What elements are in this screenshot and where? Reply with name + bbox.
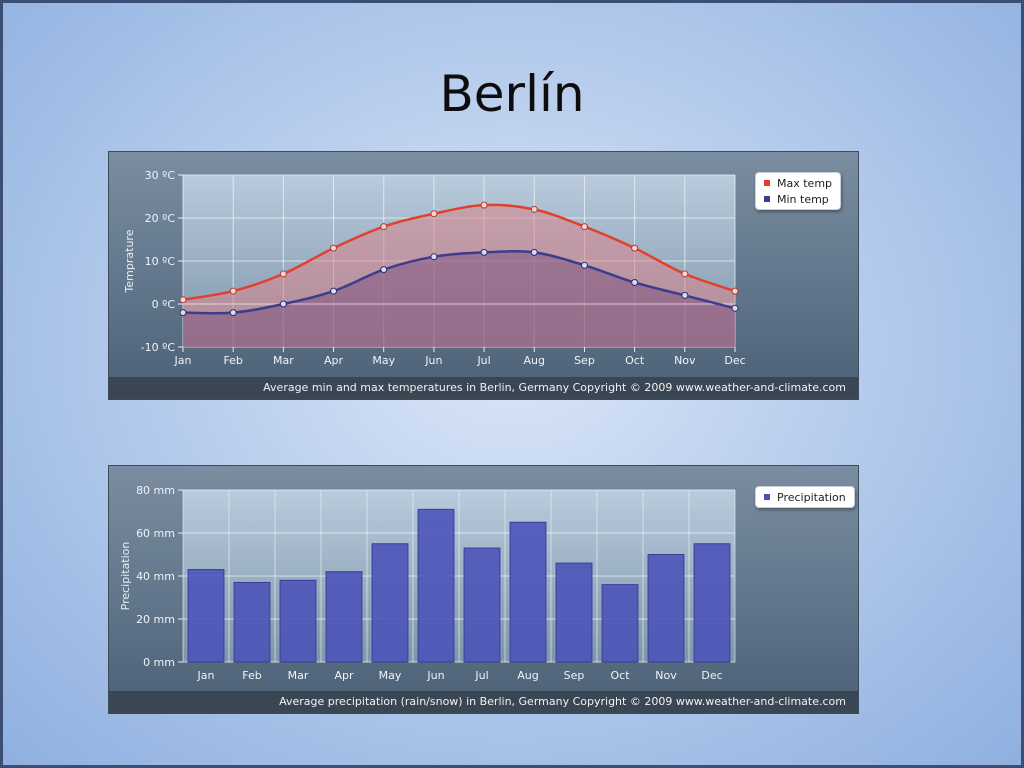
precipitation-bar [463,547,501,663]
max-temp-point [631,244,639,252]
slide-title: Berlín [439,65,585,123]
max-temp-swatch [764,180,770,186]
precipitation-chart-svg: 0 mm 20 mm 40 mm 60 mm 80 mm Precipitation Jan… [119,484,736,682]
min-temp-line [182,250,736,315]
y-tick-label: 40 mm [136,570,175,583]
max-temp-point [580,223,588,231]
legend-item-precipitation: Precipitation [764,489,846,505]
precipitation-bar [555,562,593,663]
min-temp-point [530,248,538,256]
x-tick-label: Oct [610,669,630,682]
legend-item-max-temp: Max temp [764,175,832,191]
min-temp-point [380,266,388,274]
precipitation-bar [279,579,317,663]
precipitation-bar [371,543,409,663]
x-tick-label: May [372,354,395,367]
y-tick-label: 80 mm [136,484,175,497]
x-tick-label: Jul [474,669,488,682]
x-tick-label: May [379,669,402,682]
x-tick-label: Jun [424,354,442,367]
precipitation-legend: Precipitation [755,486,855,508]
x-tick-label: Sep [574,354,595,367]
min-temp-point [731,304,739,312]
max-temp-point [530,205,538,213]
temperature-chart: -10 ºC 0 ºC 10 ºC 20 ºC 30 ºC Jan Feb Mar Apr May… [108,151,859,400]
x-tick-label: Dec [701,669,722,682]
temperature-caption: Average min and max temperatures in Berl… [109,377,858,399]
max-temp-point [279,270,287,278]
x-tick-label: Apr [334,669,354,682]
y-axis-title: Precipitation [119,542,132,611]
precipitation-bar [509,521,547,663]
y-tick-label: 0 ºC [152,298,176,311]
x-tick-label: Mar [288,669,309,682]
y-tick-label: 60 mm [136,527,175,540]
x-tick-label: Mar [273,354,294,367]
precipitation-caption: Average precipitation (rain/snow) in Ber… [109,691,858,713]
precipitation-bar [647,554,685,663]
y-tick-label: 20 ºC [145,212,176,225]
y-tick-label: -10 ºC [141,341,176,354]
y-tick-label: 30 ºC [145,169,176,182]
max-temp-line [182,203,736,301]
x-tick-label: Jun [426,669,444,682]
x-tick-label: Nov [674,354,696,367]
min-temp-area [183,251,735,347]
max-temp-point [480,201,488,209]
x-tick-label: Sep [564,669,585,682]
x-tick-label: Feb [223,354,242,367]
y-axis-title: Temprature [123,229,136,293]
temperature-legend: Max temp Min temp [755,172,842,210]
x-tick-label: Dec [724,354,745,367]
max-temp-point [330,244,338,252]
precipitation-bar [417,508,455,663]
min-temp-point [631,279,639,286]
x-tick-label: Aug [517,669,538,682]
precipitation-bar [693,543,731,663]
x-tick-label: Jul [476,354,490,367]
max-temp-point [179,296,187,304]
precipitation-bar [187,569,225,663]
x-tick-label: Jan [174,354,192,367]
legend-label-precipitation: Precipitation [777,490,846,504]
legend-item-min-temp: Min temp [764,191,832,207]
legend-label-min-temp: Min temp [777,192,829,206]
max-temp-point [380,223,388,231]
x-tick-label: Jan [197,669,215,682]
y-tick-label: 20 mm [136,613,175,626]
precipitation-chart: 0 mm 20 mm 40 mm 60 mm 80 mm Precipitation Jan… [108,465,859,714]
precipitation-swatch [764,494,770,500]
max-temp-point [229,287,237,295]
x-tick-label: Aug [524,354,545,367]
min-temp-swatch [764,196,770,202]
max-temp-point [681,270,689,278]
min-temp-point [279,300,287,308]
max-temp-point [731,287,739,295]
x-tick-label: Nov [655,669,677,682]
min-temp-point [681,291,689,299]
x-tick-label: Apr [324,354,344,367]
precipitation-bar [325,571,363,663]
legend-label-max-temp: Max temp [777,176,833,190]
min-temp-point [330,287,338,295]
min-temp-point [580,261,588,269]
max-temp-point [430,210,438,218]
x-tick-label: Feb [242,669,261,682]
precipitation-bar [233,581,271,663]
min-temp-point [430,253,438,261]
y-tick-label: 0 mm [143,656,175,669]
min-temp-point [480,248,488,256]
min-temp-point [229,309,237,317]
min-temp-point [179,309,187,317]
x-tick-label: Oct [625,354,645,367]
temperature-chart-svg: -10 ºC 0 ºC 10 ºC 20 ºC 30 ºC Jan Feb Mar Apr May… [123,169,746,367]
y-tick-label: 10 ºC [145,255,176,268]
precipitation-bar [601,584,639,663]
